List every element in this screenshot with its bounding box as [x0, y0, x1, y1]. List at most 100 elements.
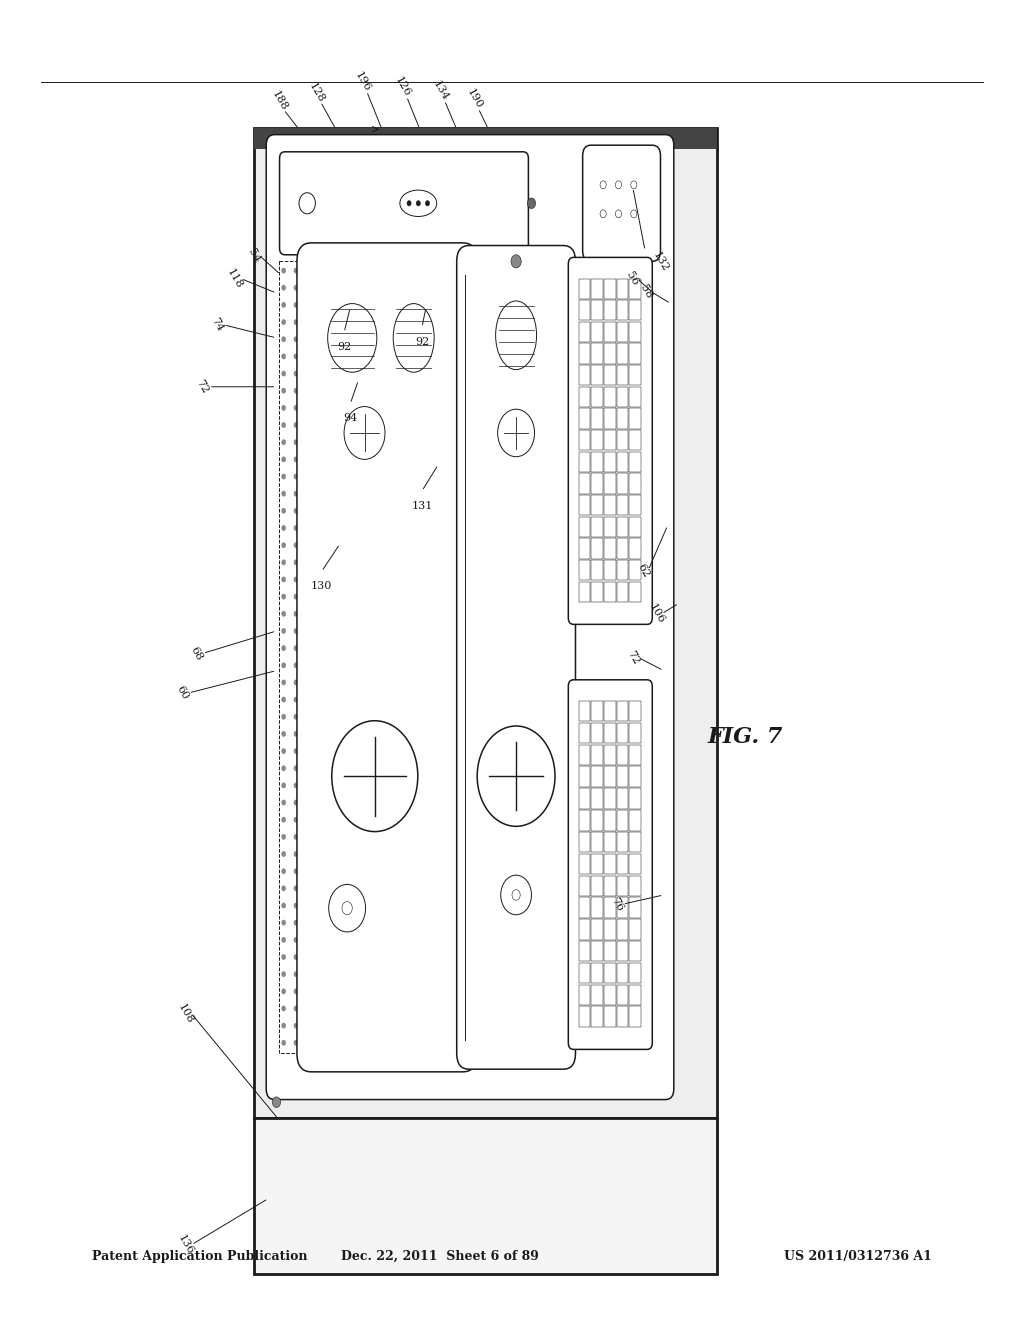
Bar	[579, 767, 590, 787]
Circle shape	[282, 886, 286, 891]
Bar	[604, 451, 615, 473]
Text: 126: 126	[393, 75, 412, 99]
Bar	[579, 723, 590, 743]
Bar	[591, 832, 603, 853]
Circle shape	[282, 302, 286, 308]
Circle shape	[344, 407, 385, 459]
Bar	[604, 898, 615, 917]
Bar	[591, 474, 603, 494]
Bar	[591, 941, 603, 961]
Circle shape	[294, 1023, 298, 1028]
Bar	[579, 788, 590, 809]
Circle shape	[425, 201, 429, 206]
Bar	[579, 322, 590, 342]
Circle shape	[282, 405, 286, 411]
Bar	[579, 474, 590, 494]
Circle shape	[282, 766, 286, 771]
Bar	[279, 261, 303, 1053]
Circle shape	[282, 869, 286, 874]
Circle shape	[282, 508, 286, 513]
Circle shape	[615, 181, 622, 189]
Bar	[579, 985, 590, 1005]
Circle shape	[631, 181, 637, 189]
Bar	[630, 701, 641, 722]
Bar	[591, 767, 603, 787]
Bar	[591, 279, 603, 298]
Bar	[579, 1006, 590, 1027]
Text: 72: 72	[195, 378, 211, 396]
Bar	[579, 875, 590, 896]
Bar	[604, 919, 615, 940]
Bar	[630, 322, 641, 342]
Text: 131: 131	[412, 500, 432, 511]
Circle shape	[294, 440, 298, 445]
Bar	[630, 582, 641, 602]
Text: 134: 134	[431, 79, 450, 103]
Bar	[616, 516, 629, 537]
Bar	[604, 387, 615, 407]
Circle shape	[294, 525, 298, 531]
FancyBboxPatch shape	[568, 680, 652, 1049]
Bar	[604, 560, 615, 581]
Bar	[579, 560, 590, 581]
Bar	[579, 451, 590, 473]
Bar	[604, 744, 615, 766]
Bar	[604, 941, 615, 961]
Circle shape	[294, 1040, 298, 1045]
Circle shape	[294, 972, 298, 977]
FancyBboxPatch shape	[568, 257, 652, 624]
FancyBboxPatch shape	[266, 135, 674, 1100]
Bar	[630, 408, 641, 429]
Circle shape	[498, 409, 535, 457]
Bar	[616, 962, 629, 983]
Bar	[591, 985, 603, 1005]
Text: 108: 108	[176, 1002, 195, 1026]
Bar	[630, 430, 641, 450]
Bar	[616, 701, 629, 722]
Bar	[616, 539, 629, 558]
Text: 62: 62	[635, 561, 651, 579]
Circle shape	[282, 543, 286, 548]
FancyBboxPatch shape	[583, 145, 660, 261]
Bar	[604, 854, 615, 874]
Bar	[604, 832, 615, 853]
Circle shape	[631, 210, 637, 218]
Circle shape	[282, 920, 286, 925]
Bar	[591, 875, 603, 896]
Circle shape	[282, 354, 286, 359]
Circle shape	[294, 869, 298, 874]
Ellipse shape	[399, 190, 436, 216]
Bar	[616, 300, 629, 321]
Bar	[616, 582, 629, 602]
Bar	[591, 300, 603, 321]
Circle shape	[282, 714, 286, 719]
Circle shape	[294, 645, 298, 651]
Bar	[604, 408, 615, 429]
Bar	[604, 300, 615, 321]
Circle shape	[294, 302, 298, 308]
Circle shape	[294, 800, 298, 805]
Bar	[630, 832, 641, 853]
Text: 54: 54	[246, 247, 262, 265]
Bar	[579, 898, 590, 917]
Circle shape	[282, 748, 286, 754]
Bar	[591, 408, 603, 429]
Bar	[591, 366, 603, 385]
Bar	[604, 875, 615, 896]
Bar	[604, 723, 615, 743]
Bar	[591, 516, 603, 537]
Circle shape	[294, 766, 298, 771]
Circle shape	[294, 920, 298, 925]
Circle shape	[282, 1006, 286, 1011]
Circle shape	[282, 474, 286, 479]
Circle shape	[282, 783, 286, 788]
Bar	[616, 495, 629, 515]
Bar	[630, 451, 641, 473]
Circle shape	[294, 628, 298, 634]
Bar	[616, 560, 629, 581]
Bar	[579, 539, 590, 558]
Circle shape	[282, 577, 286, 582]
Text: Dec. 22, 2011  Sheet 6 of 89: Dec. 22, 2011 Sheet 6 of 89	[341, 1250, 540, 1263]
Circle shape	[501, 875, 531, 915]
Bar	[630, 495, 641, 515]
